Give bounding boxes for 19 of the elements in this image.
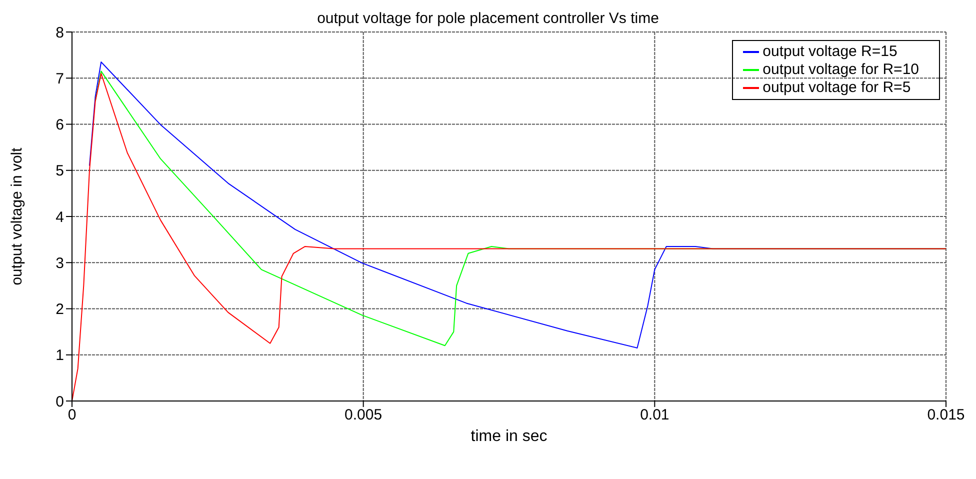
y-tick-label: 7 [56,70,64,88]
x-axis-title: time in sec [470,428,548,445]
y-tick-label: 8 [56,24,64,42]
legend-label: output voltage for R=10 [762,61,919,78]
y-axis-title: output voltage in volt [8,146,26,286]
y-tick-label: 3 [56,254,64,272]
y-tick-label: 5 [56,162,64,180]
legend-label: output voltage for R=5 [762,79,911,96]
x-tick-label: 0.01 [640,406,670,424]
legend-label: output voltage R=15 [762,43,898,60]
y-tick-label: 6 [56,116,64,134]
y-tick-label: 0 [56,393,64,410]
y-tick-label: 2 [56,301,64,318]
y-tick-label: 4 [56,208,64,226]
y-tick-label: 1 [56,347,64,364]
chart-title: output voltage for pole placement controller Vs time [317,10,659,27]
x-tick-label: 0.005 [344,406,382,424]
x-tick-label: 0.015 [927,406,965,424]
x-tick-label: 0 [68,406,76,424]
